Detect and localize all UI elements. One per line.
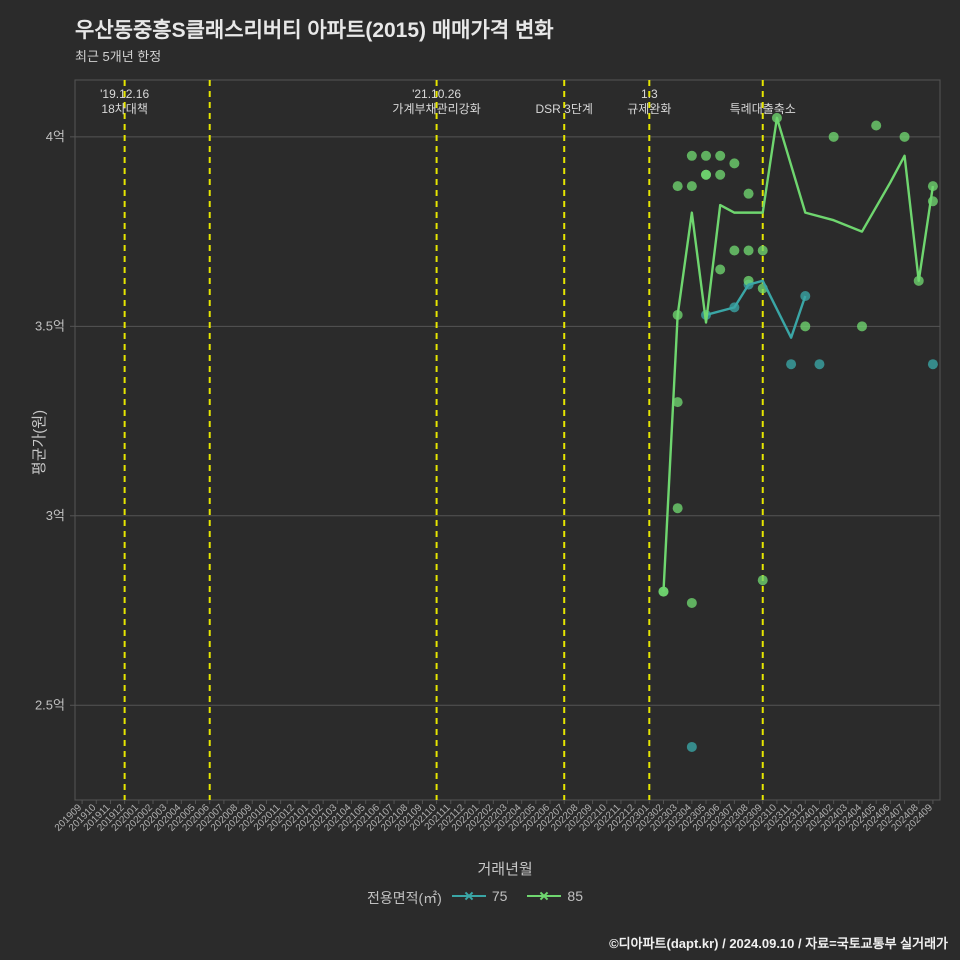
series-line <box>663 118 932 592</box>
legend-key <box>452 889 486 903</box>
scatter-point <box>744 189 754 199</box>
y-tick-label: 4억 <box>46 129 65 144</box>
scatter-point <box>744 246 754 256</box>
y-tick-label: 3.5억 <box>35 318 65 333</box>
scatter-point <box>715 151 725 161</box>
event-annotation: 1.3 <box>641 87 658 101</box>
scatter-point <box>758 575 768 585</box>
y-tick-label: 2.5억 <box>35 697 65 712</box>
legend: 전용면적(㎡) 75 85 <box>0 888 960 908</box>
scatter-point <box>701 170 711 180</box>
scatter-point <box>729 158 739 168</box>
y-tick-label: 3억 <box>46 508 65 523</box>
event-annotation: 규제완화 <box>627 102 671 116</box>
legend-item: 85 <box>527 888 583 904</box>
event-annotation: DSR 3단계 <box>536 102 593 116</box>
event-annotation: 특례대출축소 <box>730 102 796 116</box>
legend-title: 전용면적(㎡) <box>367 890 442 906</box>
legend-label: 75 <box>492 888 508 904</box>
chart-container: 우산동중흥S클래스리버티 아파트(2015) 매매가격 변화 최근 5개년 한정… <box>0 0 960 960</box>
scatter-point <box>871 120 881 130</box>
scatter-point <box>857 321 867 331</box>
legend-label: 85 <box>567 888 583 904</box>
scatter-point <box>729 246 739 256</box>
scatter-point <box>814 359 824 369</box>
scatter-point <box>800 321 810 331</box>
event-annotation: '21.10.26 <box>412 87 461 101</box>
scatter-point <box>687 151 697 161</box>
chart-svg: 2.5억3억3.5억4억2019092019102019112019122020… <box>0 0 960 960</box>
scatter-point <box>673 503 683 513</box>
credit-text: ©디아파트(dapt.kr) / 2024.09.10 / 자료=국토교통부 실… <box>609 933 948 952</box>
y-axis-label: 평균가(원) <box>28 410 49 475</box>
scatter-point <box>928 359 938 369</box>
series-line <box>706 281 805 338</box>
scatter-point <box>687 181 697 191</box>
scatter-point <box>715 170 725 180</box>
scatter-point <box>758 246 768 256</box>
x-axis-label: 거래년월 <box>478 858 533 879</box>
plot-panel <box>75 80 940 800</box>
scatter-point <box>715 264 725 274</box>
event-annotation: '19.12.16 <box>100 87 149 101</box>
scatter-point <box>900 132 910 142</box>
event-annotation: 18차대책 <box>101 101 147 116</box>
legend-key <box>527 889 561 903</box>
event-annotation: 가계부채관리강화 <box>392 102 480 116</box>
scatter-point <box>829 132 839 142</box>
legend-item: 75 <box>452 888 508 904</box>
scatter-point <box>687 598 697 608</box>
scatter-point <box>673 181 683 191</box>
scatter-point <box>701 151 711 161</box>
scatter-point <box>786 359 796 369</box>
scatter-point <box>687 742 697 752</box>
